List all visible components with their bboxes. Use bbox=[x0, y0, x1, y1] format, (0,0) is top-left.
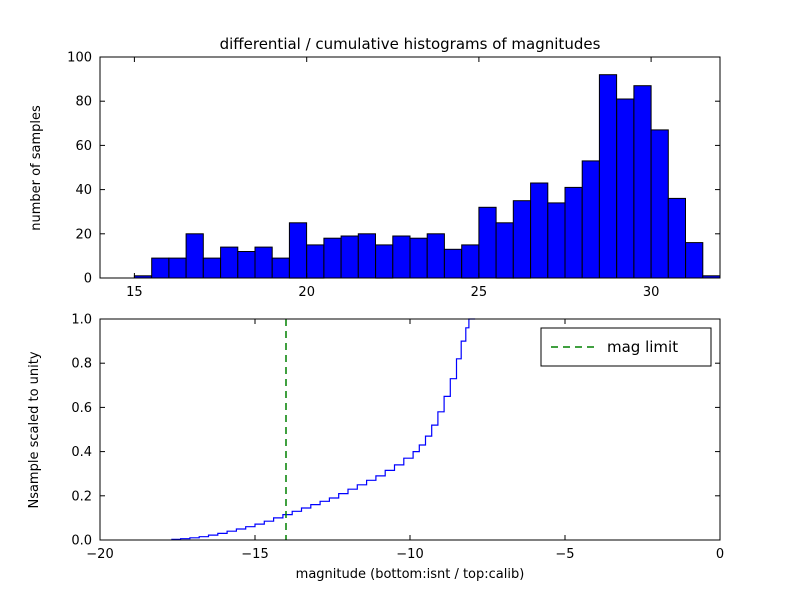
bottom-y-tick-labels: 0.0 0.2 0.4 0.6 0.8 1.0 bbox=[71, 313, 92, 549]
bottom-y-axis-label: Nsample scaled to unity bbox=[27, 351, 42, 508]
y-tick-label: 0.2 bbox=[71, 489, 92, 504]
x-tick-label: −10 bbox=[396, 547, 423, 562]
histogram-bar bbox=[220, 246, 239, 279]
top-y-tick-labels: 0 20 40 60 80 100 bbox=[67, 51, 92, 287]
histogram-bar bbox=[443, 248, 463, 279]
histogram-bar bbox=[616, 98, 635, 279]
y-tick-label: 0.8 bbox=[71, 357, 92, 372]
histogram-bar bbox=[323, 237, 342, 279]
histogram-bar bbox=[202, 257, 222, 279]
y-tick-label: 60 bbox=[75, 139, 92, 154]
y-tick-label: 40 bbox=[75, 183, 92, 198]
histogram-bar bbox=[667, 197, 686, 279]
histogram-bar bbox=[650, 129, 669, 279]
histogram-bar bbox=[547, 202, 566, 279]
x-tick-label: 0 bbox=[716, 547, 724, 562]
x-tick-label: 30 bbox=[643, 285, 660, 300]
histogram-bar bbox=[564, 186, 583, 279]
bottom-x-tick-labels: −20 −15 −10 −5 0 bbox=[86, 547, 724, 562]
histogram-bar bbox=[461, 244, 480, 279]
x-tick-label: 20 bbox=[298, 285, 315, 300]
bottom-plot: −20 −15 −10 −5 0 0.0 0.2 0.4 0.6 0.8 1.0 magnitud… bbox=[27, 313, 724, 583]
x-axis-label: magnitude (bottom:isnt / top:calib) bbox=[296, 567, 525, 582]
histogram-bar bbox=[271, 257, 290, 279]
y-tick-label: 100 bbox=[67, 51, 92, 66]
histogram-bar bbox=[237, 251, 256, 279]
histogram-bar bbox=[409, 237, 428, 279]
y-tick-label: 20 bbox=[75, 227, 92, 242]
top-plot-ticks bbox=[100, 56, 720, 279]
histogram-bar bbox=[288, 222, 308, 279]
legend-label: mag limit bbox=[607, 338, 678, 356]
top-plot: 15 20 25 30 0 20 40 60 80 100 number of samples bbox=[29, 51, 721, 300]
legend: mag limit bbox=[540, 327, 712, 367]
figure-title: differential / cumulative histograms of … bbox=[220, 35, 601, 53]
histogram-bar bbox=[254, 246, 273, 279]
top-plot-frame bbox=[99, 56, 721, 279]
histogram-bar bbox=[151, 257, 170, 279]
histogram-bars bbox=[133, 74, 721, 279]
y-tick-label: 0 bbox=[84, 272, 92, 287]
histogram-bar bbox=[495, 222, 514, 279]
y-tick-label: 0.0 bbox=[71, 534, 92, 549]
x-tick-label: 25 bbox=[471, 285, 488, 300]
histogram-bar bbox=[185, 233, 204, 279]
bottom-plot-ticks bbox=[99, 318, 721, 541]
x-tick-label: −15 bbox=[241, 547, 268, 562]
y-tick-label: 0.4 bbox=[71, 445, 92, 460]
x-tick-label: −5 bbox=[555, 547, 574, 562]
histogram-bar bbox=[357, 233, 376, 279]
cumulative-step-line bbox=[171, 318, 476, 540]
top-y-axis-label: number of samples bbox=[29, 105, 44, 231]
histogram-bar bbox=[633, 85, 652, 279]
histogram-bar bbox=[392, 235, 411, 279]
histogram-bar bbox=[598, 74, 618, 279]
histogram-bar bbox=[426, 233, 445, 279]
histogram-bar bbox=[340, 235, 359, 279]
histogram-bar bbox=[375, 244, 394, 279]
histogram-bar bbox=[478, 206, 497, 279]
x-tick-label: −20 bbox=[86, 547, 113, 562]
histogram-bar bbox=[530, 182, 549, 279]
histogram-bar bbox=[685, 242, 704, 279]
x-tick-label: 15 bbox=[126, 285, 143, 300]
y-tick-label: 0.6 bbox=[71, 401, 92, 416]
histogram-bar bbox=[581, 160, 600, 279]
y-tick-label: 1.0 bbox=[71, 313, 92, 328]
top-x-tick-labels: 15 20 25 30 bbox=[126, 285, 659, 300]
histogram-bar bbox=[512, 200, 531, 279]
y-tick-label: 80 bbox=[75, 95, 92, 110]
histogram-bar bbox=[306, 244, 325, 279]
histogram-bar bbox=[168, 257, 187, 279]
